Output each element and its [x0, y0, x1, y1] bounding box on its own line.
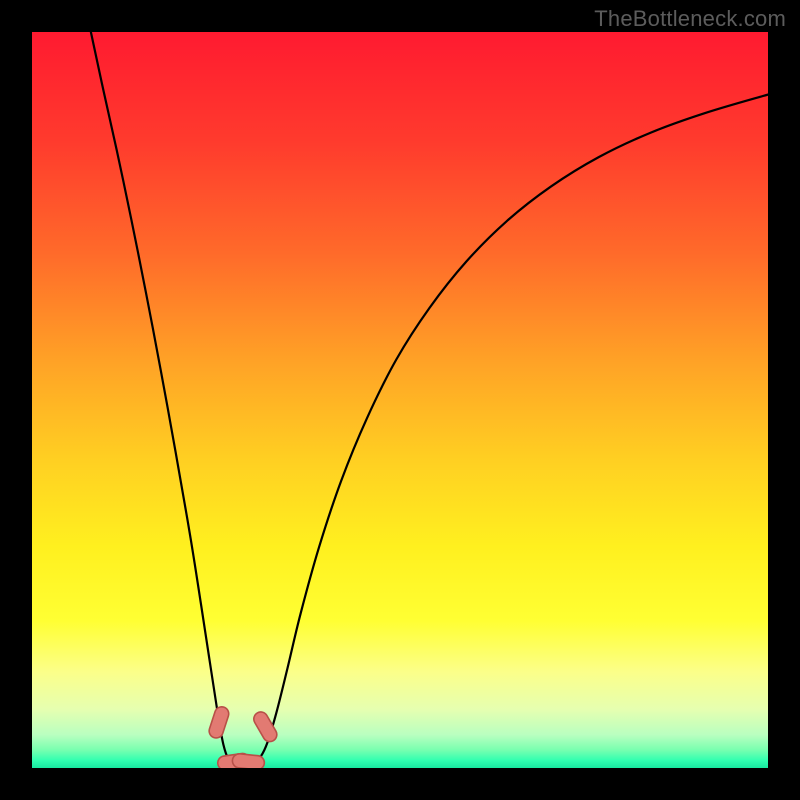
chart-frame: TheBottleneck.com — [0, 0, 800, 800]
gradient-background — [32, 32, 768, 768]
watermark-text: TheBottleneck.com — [594, 6, 786, 32]
plot-area — [32, 32, 768, 768]
bottleneck-curve-chart — [32, 32, 768, 768]
